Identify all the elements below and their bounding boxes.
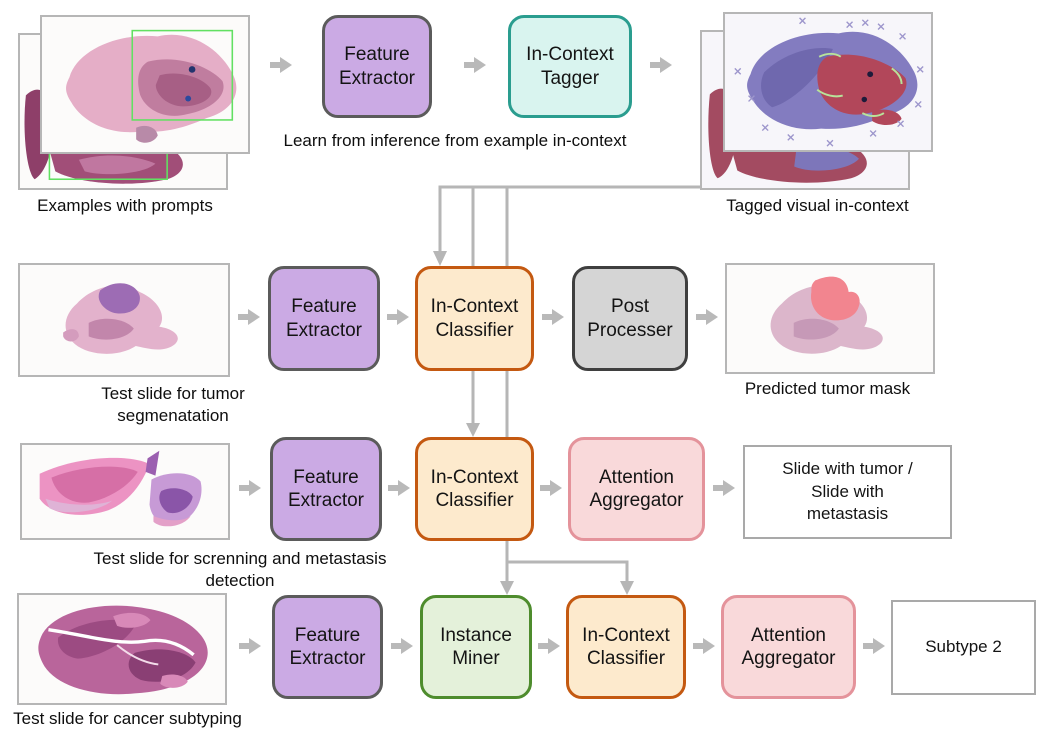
caption-line: segmenatation: [117, 406, 229, 426]
post-processer-box: Post Processer: [572, 266, 688, 371]
tagged-slide-front-image: [723, 12, 933, 152]
feature-extractor-box: Feature Extractor: [322, 15, 432, 118]
arrow-right-icon: [863, 638, 885, 654]
tissue-illustration: [39, 450, 202, 527]
predicted-tumor-mask-image: [725, 263, 935, 374]
result-line: Slide with: [811, 481, 884, 501]
arrow-right-icon: [713, 480, 735, 496]
caption-line: Test slide for screnning and metastasis: [93, 549, 387, 568]
subtype-result-box: Subtype 2: [891, 600, 1036, 695]
caption-line: detection: [205, 571, 275, 591]
x-mark-icons: [734, 17, 924, 147]
test-slide-screening-caption: Test slide for screnning and metastasis …: [25, 548, 455, 592]
tissue-illustration: [38, 605, 208, 695]
arrow-down-icon: [466, 423, 480, 437]
arrow-right-icon: [464, 57, 486, 73]
arrow-right-icon: [693, 638, 715, 654]
feature-extractor-box: Feature Extractor: [268, 266, 380, 371]
arrow-right-icon: [238, 309, 260, 325]
result-line: Subtype 2: [925, 637, 1002, 657]
arrow-right-icon: [387, 309, 409, 325]
learn-note: Learn from inference from example in-con…: [283, 131, 627, 150]
examples-slide-front-image: [40, 15, 250, 154]
arrow-right-icon: [239, 480, 261, 496]
arrow-right-icon: [542, 309, 564, 325]
instance-miner-box: Instance Miner: [420, 595, 532, 699]
attention-aggregator-box: Attention Aggregator: [721, 595, 856, 699]
connector-long: [505, 187, 629, 581]
arrow-down-icon: [620, 581, 634, 595]
in-context-tagger-box: In-Context Tagger: [508, 15, 632, 118]
connector-top: [438, 185, 700, 252]
in-context-classifier-box: In-Context Classifier: [566, 595, 686, 699]
arrow-right-icon: [696, 309, 718, 325]
arrow-down-icon: [500, 581, 514, 595]
attention-aggregator-box: Attention Aggregator: [568, 437, 705, 541]
arrow-right-icon: [270, 57, 292, 73]
tissue-illustration: [770, 276, 883, 354]
caption-line: Test slide for tumor: [101, 384, 245, 403]
arrow-right-icon: [540, 480, 562, 496]
test-slide-screening-image: [20, 443, 230, 540]
arrow-right-icon: [239, 638, 261, 654]
tissue-illustration: [63, 283, 178, 354]
arrow-right-icon: [538, 638, 560, 654]
test-slide-subtyping-caption: Test slide for cancer subtyping: [13, 709, 242, 728]
tagged-caption: Tagged visual in-context: [726, 196, 909, 215]
tissue-illustration: [734, 17, 924, 147]
test-slide-tumor-seg-image: [18, 263, 230, 377]
in-context-classifier-box: In-Context Classifier: [415, 266, 534, 371]
examples-caption: Examples with prompts: [37, 196, 213, 215]
in-context-classifier-box: In-Context Classifier: [415, 437, 534, 541]
arrow-right-icon: [388, 480, 410, 496]
feature-extractor-box: Feature Extractor: [272, 595, 383, 699]
feature-extractor-box: Feature Extractor: [270, 437, 382, 541]
arrow-right-icon: [650, 57, 672, 73]
result-line: Slide with tumor /: [782, 459, 913, 479]
screening-result-box: Slide with tumor / Slide with metastasis: [743, 445, 952, 539]
arrow-right-icon: [391, 638, 413, 654]
test-slide-tumor-seg-caption: Test slide for tumor segmenatation: [58, 383, 288, 427]
tissue-illustration: [66, 29, 237, 143]
arrow-down-icon: [433, 251, 447, 266]
predicted-mask-caption: Predicted tumor mask: [744, 379, 911, 398]
test-slide-subtyping-image: [17, 593, 227, 705]
result-line: metastasis: [806, 504, 889, 524]
